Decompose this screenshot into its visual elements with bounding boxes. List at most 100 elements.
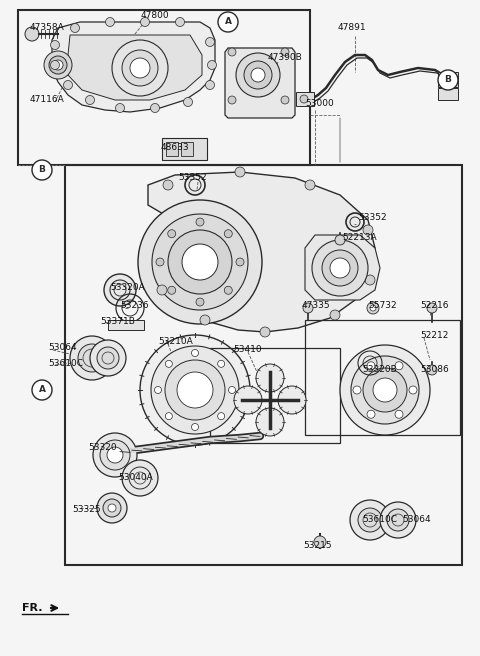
- Circle shape: [165, 360, 172, 367]
- Circle shape: [236, 53, 280, 97]
- Circle shape: [32, 160, 52, 180]
- Circle shape: [228, 386, 236, 394]
- Circle shape: [363, 368, 407, 412]
- Polygon shape: [52, 22, 215, 112]
- Text: 47800: 47800: [141, 12, 169, 20]
- Circle shape: [71, 24, 80, 33]
- Circle shape: [93, 433, 137, 477]
- Circle shape: [49, 56, 67, 74]
- Circle shape: [330, 310, 340, 320]
- Text: 52216: 52216: [420, 300, 448, 310]
- Circle shape: [380, 502, 416, 538]
- Polygon shape: [52, 55, 68, 75]
- Circle shape: [312, 240, 368, 296]
- Circle shape: [151, 104, 159, 112]
- Text: 53064: 53064: [402, 516, 431, 525]
- Circle shape: [53, 60, 63, 70]
- Bar: [296, 92, 314, 106]
- Text: 53325: 53325: [72, 506, 101, 514]
- Circle shape: [217, 413, 225, 420]
- Circle shape: [85, 96, 95, 104]
- Text: 53610C: 53610C: [48, 359, 83, 369]
- Circle shape: [409, 386, 417, 394]
- Bar: [18, 10, 310, 165]
- Circle shape: [70, 336, 114, 380]
- Text: 53610C: 53610C: [362, 516, 397, 525]
- Circle shape: [353, 386, 361, 394]
- Text: 53236: 53236: [120, 300, 149, 310]
- Text: B: B: [444, 75, 451, 85]
- Circle shape: [251, 68, 265, 82]
- Circle shape: [25, 27, 39, 41]
- Circle shape: [97, 347, 119, 369]
- Circle shape: [165, 413, 172, 420]
- Circle shape: [367, 302, 379, 314]
- Circle shape: [438, 70, 458, 90]
- Bar: [108, 320, 144, 330]
- Circle shape: [303, 303, 313, 313]
- Circle shape: [155, 386, 161, 394]
- Circle shape: [196, 298, 204, 306]
- Circle shape: [358, 508, 382, 532]
- Bar: [162, 138, 207, 160]
- Circle shape: [176, 18, 184, 26]
- Circle shape: [244, 61, 272, 89]
- Circle shape: [256, 364, 284, 392]
- Text: 53352: 53352: [358, 213, 386, 222]
- Circle shape: [228, 96, 236, 104]
- Circle shape: [236, 258, 244, 266]
- Circle shape: [103, 499, 121, 517]
- Circle shape: [122, 460, 158, 496]
- Text: 53352: 53352: [179, 173, 207, 182]
- Circle shape: [281, 48, 289, 56]
- Circle shape: [387, 509, 409, 531]
- Text: A: A: [38, 386, 46, 394]
- Circle shape: [168, 286, 176, 295]
- Circle shape: [218, 12, 238, 32]
- Circle shape: [314, 536, 326, 548]
- Polygon shape: [148, 172, 375, 332]
- Circle shape: [177, 372, 213, 408]
- Circle shape: [104, 274, 136, 306]
- Text: 48633: 48633: [161, 144, 189, 152]
- Circle shape: [300, 95, 308, 103]
- Text: 53320B: 53320B: [362, 365, 397, 375]
- Circle shape: [192, 350, 199, 356]
- Circle shape: [395, 361, 403, 370]
- Circle shape: [140, 335, 250, 445]
- Text: 47335: 47335: [302, 300, 331, 310]
- Bar: [438, 88, 458, 100]
- Circle shape: [112, 40, 168, 96]
- Bar: [305, 320, 460, 435]
- Circle shape: [335, 235, 345, 245]
- Circle shape: [224, 230, 232, 237]
- Text: 52213A: 52213A: [342, 234, 377, 243]
- Text: A: A: [225, 18, 231, 26]
- Bar: [166, 142, 178, 156]
- Bar: [438, 72, 458, 87]
- Circle shape: [367, 361, 375, 370]
- Circle shape: [50, 60, 60, 70]
- Circle shape: [207, 60, 216, 70]
- Text: 53410: 53410: [234, 346, 262, 354]
- Text: 53000: 53000: [306, 100, 335, 108]
- Text: 53215: 53215: [304, 541, 332, 550]
- Circle shape: [138, 200, 262, 324]
- Circle shape: [217, 360, 225, 367]
- Circle shape: [340, 345, 430, 435]
- Circle shape: [373, 378, 397, 402]
- Circle shape: [200, 315, 210, 325]
- Circle shape: [228, 48, 236, 56]
- Circle shape: [141, 18, 149, 26]
- Circle shape: [157, 285, 167, 295]
- Circle shape: [278, 386, 306, 414]
- Text: 53320A: 53320A: [110, 283, 145, 293]
- Text: 53371B: 53371B: [100, 318, 135, 327]
- Circle shape: [305, 180, 315, 190]
- Text: 53086: 53086: [420, 365, 449, 375]
- Polygon shape: [68, 35, 202, 100]
- Text: B: B: [38, 165, 46, 174]
- Bar: [181, 142, 193, 156]
- Circle shape: [182, 244, 218, 280]
- Circle shape: [44, 51, 72, 79]
